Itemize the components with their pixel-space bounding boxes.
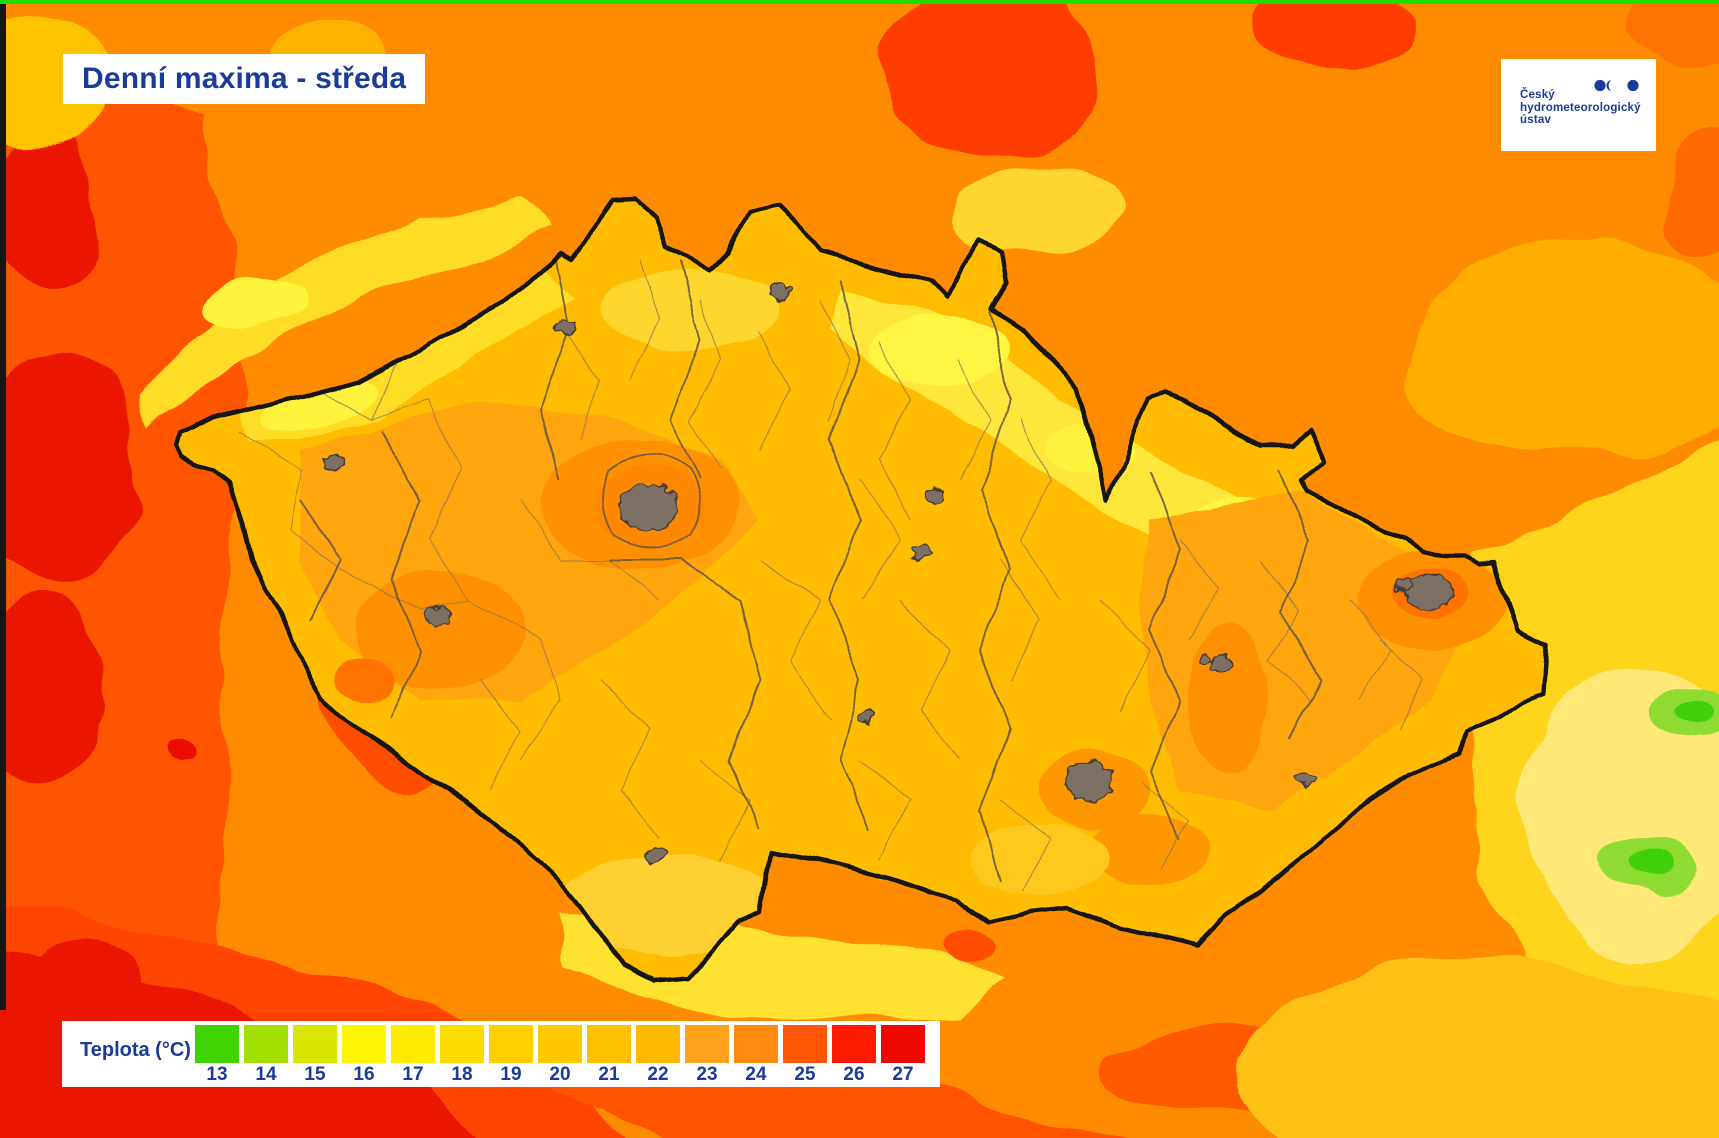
- city-jihlava: [857, 709, 875, 723]
- city-liberec: [769, 281, 791, 301]
- chmu-logo-panel: Český hydrometeorologický ústav: [1501, 59, 1656, 151]
- legend-entry-19: 19: [489, 1025, 533, 1085]
- legend-value-14: 14: [255, 1064, 277, 1085]
- legend-swatch-14: [244, 1025, 288, 1063]
- legend-entry-14: 14: [244, 1025, 288, 1085]
- legend-swatch-21: [587, 1025, 631, 1063]
- region-boundaries: [299, 249, 1322, 881]
- country-interior: [176, 199, 1546, 981]
- legend-swatch-26: [832, 1025, 876, 1063]
- legend-value-22: 22: [647, 1064, 669, 1085]
- temperature-legend: Teplota (°C) 13 14 15 16 17 18 19 20 21 22 23 24 25 2…: [62, 1021, 940, 1087]
- legend-entry-21: 21: [587, 1025, 631, 1085]
- legend-entry-27: 27: [881, 1025, 925, 1085]
- legend-value-25: 25: [794, 1064, 816, 1085]
- city-pardubice: [912, 545, 932, 559]
- legend-swatch-22: [636, 1025, 680, 1063]
- district-boundaries: [239, 259, 1421, 891]
- legend-entry-22: 22: [636, 1025, 680, 1085]
- legend-entry-18: 18: [440, 1025, 484, 1085]
- legend-entry-23: 23: [685, 1025, 729, 1085]
- legend-swatch-18: [440, 1025, 484, 1063]
- legend-value-23: 23: [696, 1064, 718, 1085]
- legend-value-19: 19: [500, 1064, 522, 1085]
- legend-value-24: 24: [745, 1064, 767, 1085]
- city-prostejov: [1199, 655, 1211, 665]
- logo-line-2: hydrometeorologický: [1520, 101, 1641, 114]
- city-zlin: [1294, 772, 1318, 786]
- legend-swatch-19: [489, 1025, 533, 1063]
- legend-entry-17: 17: [391, 1025, 435, 1085]
- city-olomouc: [1210, 654, 1234, 674]
- legend-entry-26: 26: [832, 1025, 876, 1085]
- legend-swatch-25: [783, 1025, 827, 1063]
- logo-line-3: ústav: [1520, 114, 1552, 126]
- legend-value-13: 13: [206, 1064, 228, 1085]
- legend-swatch-16: [342, 1025, 386, 1063]
- top-edge-stripe: [0, 0, 1719, 4]
- legend-swatch-13: [195, 1025, 239, 1063]
- legend-swatch-27: [881, 1025, 925, 1063]
- legend-value-16: 16: [353, 1064, 375, 1085]
- city-ceske-budejovice: [644, 846, 666, 864]
- city-ostrava: [1404, 573, 1454, 611]
- city-plzen: [425, 606, 451, 628]
- legend-value-18: 18: [451, 1064, 473, 1085]
- legend-entry-24: 24: [734, 1025, 778, 1085]
- legend-entry-25: 25: [783, 1025, 827, 1085]
- legend-value-17: 17: [402, 1064, 424, 1085]
- city-opava: [1395, 578, 1413, 590]
- map-title-panel: Denní maxima - středa: [63, 54, 426, 104]
- legend-entry-16: 16: [342, 1025, 386, 1085]
- legend-entry-13: 13: [195, 1025, 239, 1085]
- city-usti-nad-labem: [555, 319, 577, 335]
- city-hradec-kralove: [925, 488, 945, 504]
- logo-line-1: Český: [1520, 89, 1555, 101]
- legend-value-15: 15: [304, 1064, 326, 1085]
- chmu-logo-text: Český hydrometeorologický ústav: [1520, 89, 1641, 127]
- legend-entry-20: 20: [538, 1025, 582, 1085]
- city-brno: [1065, 760, 1113, 802]
- legend-swatch-17: [391, 1025, 435, 1063]
- legend-value-20: 20: [549, 1064, 571, 1085]
- city-praha: [617, 483, 679, 531]
- legend-swatch-15: [293, 1025, 337, 1063]
- legend-scale: 13 14 15 16 17 18 19 20 21 22 23 24 25 26 27: [195, 1025, 925, 1085]
- page-title: Denní maxima - středa: [82, 62, 407, 95]
- city-karlovy-vary: [323, 454, 345, 470]
- legend-value-26: 26: [843, 1064, 865, 1085]
- chmu-logo-icon: [1594, 79, 1640, 97]
- legend-swatch-23: [685, 1025, 729, 1063]
- legend-entry-15: 15: [293, 1025, 337, 1085]
- city-areas: [323, 281, 1454, 864]
- legend-value-27: 27: [892, 1064, 914, 1085]
- legend-swatch-24: [734, 1025, 778, 1063]
- legend-label: Teplota (°C): [80, 1039, 191, 1061]
- left-edge-stripe: [0, 4, 6, 1010]
- field-inside-patches: [240, 270, 1507, 955]
- legend-swatch-20: [538, 1025, 582, 1063]
- legend-value-21: 21: [598, 1064, 620, 1085]
